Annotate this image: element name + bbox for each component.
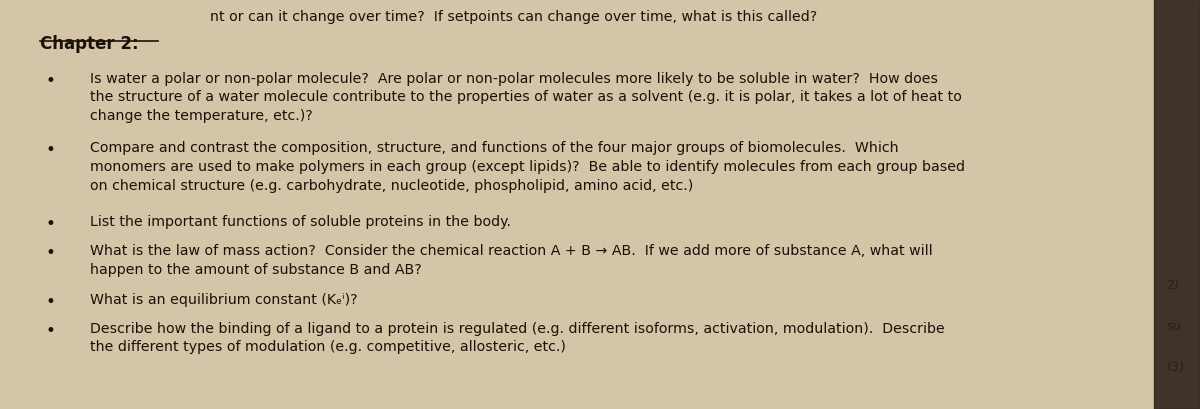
Text: Is water a polar or non-polar molecule?  Are polar or non-polar molecules more l: Is water a polar or non-polar molecule? … <box>90 72 962 123</box>
Text: (3): (3) <box>1166 360 1184 373</box>
Text: •: • <box>46 141 55 159</box>
Text: •: • <box>46 321 55 339</box>
Text: •: • <box>46 215 55 233</box>
Text: Compare and contrast the composition, structure, and functions of the four major: Compare and contrast the composition, st… <box>90 141 965 192</box>
Text: Describe how the binding of a ligand to a protein is regulated (e.g. different i: Describe how the binding of a ligand to … <box>90 321 944 354</box>
Bar <box>1154 0 1200 409</box>
Text: •: • <box>46 292 55 310</box>
Text: What is the law of mass action?  Consider the chemical reaction A + B → AB.  If : What is the law of mass action? Consider… <box>90 243 932 276</box>
Text: •: • <box>46 243 55 261</box>
Text: nt or can it change over time?  If setpoints can change over time, what is this : nt or can it change over time? If setpoi… <box>210 10 817 24</box>
Text: Chapter 2:: Chapter 2: <box>40 35 138 53</box>
Text: 2): 2) <box>1166 278 1180 291</box>
Text: su: su <box>1166 319 1181 332</box>
Text: List the important functions of soluble proteins in the body.: List the important functions of soluble … <box>90 215 511 229</box>
Text: What is an equilibrium constant (Kₑⁱ)?: What is an equilibrium constant (Kₑⁱ)? <box>90 292 358 306</box>
Text: •: • <box>46 72 55 90</box>
